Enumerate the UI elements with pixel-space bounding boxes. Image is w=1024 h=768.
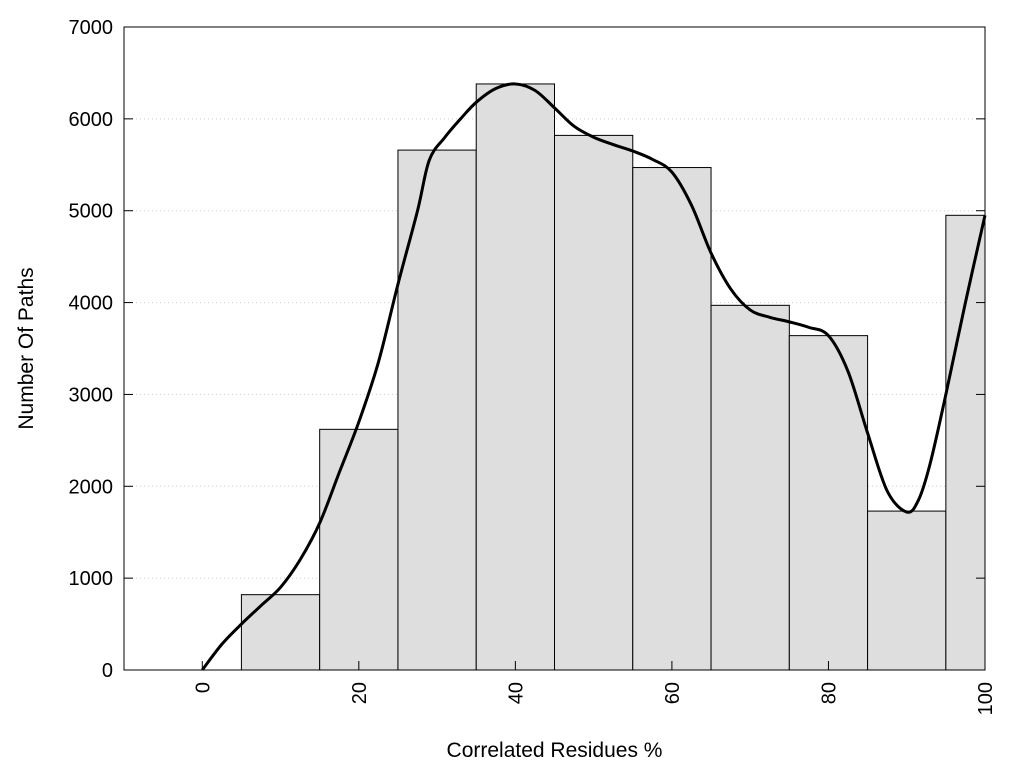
y-tick-label: 6000 [69,109,114,131]
y-tick-label: 3000 [69,384,114,406]
x-tick-label: 0 [192,682,214,693]
histogram-bar [554,134,634,671]
histogram-bar [319,428,399,671]
x-tick-label: 40 [505,682,527,704]
histogram-bar [945,214,986,671]
plot-frame [123,26,986,671]
y-tick-label: 1000 [69,568,114,590]
y-tick-label: 5000 [69,201,114,223]
y-axis-ticks: 0 1000 2000 3000 4000 5000 6000 7000 [69,17,985,682]
density-curve [201,82,987,671]
x-axis-ticks: 0 20 40 60 80 100 [192,661,997,715]
y-axis-title: Number Of Paths [15,267,38,429]
x-tick-label: 80 [818,682,840,704]
y-tick-label: 0 [102,660,113,682]
histogram-bar [397,149,477,671]
x-tick-label: 20 [349,682,371,704]
histogram-bar [710,304,790,671]
bars-group [240,83,986,671]
histogram-bar [475,83,555,671]
y-tick-label: 2000 [69,476,114,498]
histogram-bar [240,594,321,671]
histogram-bar [788,335,869,671]
x-tick-label: 100 [975,682,997,715]
y-tick-label: 7000 [69,17,114,39]
histogram-bar [867,510,947,671]
x-axis-title: Correlated Residues % [447,739,663,762]
x-tick-label: 60 [662,682,684,704]
y-tick-label: 4000 [69,293,114,315]
histogram-bar [632,167,712,671]
